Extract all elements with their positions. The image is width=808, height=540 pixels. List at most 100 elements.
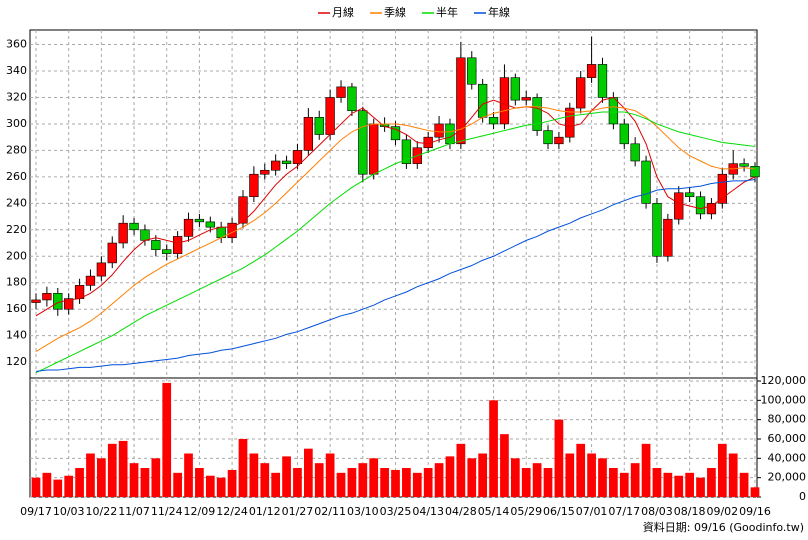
volume-bar — [380, 468, 389, 497]
candle-body — [107, 242, 117, 264]
candle-body — [532, 97, 542, 131]
x-tick-label: 08/03 — [641, 505, 673, 518]
volume-bar — [630, 463, 640, 497]
volume-bar — [162, 382, 172, 497]
x-tick-label: 06/15 — [543, 505, 575, 518]
y2-tick-label: 120,000 — [761, 374, 807, 387]
candle-body — [717, 173, 727, 204]
candle-body — [314, 117, 324, 135]
y2-tick-label: 80,000 — [768, 413, 807, 426]
candle-body — [390, 126, 401, 141]
candle-body — [684, 192, 695, 198]
x-tick-label: 10/22 — [86, 505, 118, 518]
ma-line — [35, 111, 756, 374]
candle-body — [434, 123, 444, 138]
candle-body — [695, 196, 706, 215]
candle-body — [325, 97, 335, 135]
x-tick-label: 08/18 — [674, 505, 706, 518]
volume-bar — [107, 443, 117, 497]
volume-bar — [543, 468, 553, 497]
volume-bar — [282, 456, 291, 497]
volume-bar — [369, 458, 379, 497]
volume-bar — [521, 468, 531, 497]
volume-bar — [325, 453, 335, 497]
x-tick-label: 05/29 — [510, 505, 542, 518]
volume-bar — [249, 453, 259, 497]
y-tick-label: 280 — [6, 143, 27, 156]
volume-bar — [347, 468, 357, 497]
candle-body — [477, 83, 488, 118]
volume-bar — [489, 400, 498, 497]
candle-body — [140, 229, 150, 241]
candle-body — [652, 203, 662, 257]
volume-bar — [53, 479, 63, 497]
candle-body — [674, 192, 684, 220]
ma-line — [35, 96, 756, 317]
candle-body — [467, 57, 477, 85]
x-tick-label: 11/24 — [151, 505, 183, 518]
volume-bar — [314, 463, 324, 497]
x-tick-label: 09/17 — [20, 505, 52, 518]
candle-body — [619, 123, 629, 145]
candle-body — [303, 117, 314, 151]
legend-label: 年線 — [488, 5, 510, 19]
candle-body — [183, 218, 194, 237]
volume-bar — [42, 472, 52, 497]
y-tick-label: 220 — [6, 223, 27, 236]
x-tick-label: 09/16 — [739, 505, 771, 518]
candle-body — [608, 97, 619, 125]
y2-tick-label: 40,000 — [768, 451, 807, 464]
candle-body — [53, 293, 63, 310]
volume-bar — [118, 440, 128, 497]
ma-line — [35, 179, 756, 372]
legend-label: 半年 — [436, 5, 458, 19]
y2-tick-label: 0 — [799, 490, 806, 503]
x-tick-label: 04/28 — [445, 505, 477, 518]
candle-body — [641, 160, 651, 204]
volume-bar — [510, 458, 520, 497]
volume-bar — [129, 463, 139, 497]
volume-bar — [598, 458, 607, 497]
volume-bar — [717, 443, 727, 497]
volume-bar — [467, 458, 477, 497]
candle-body — [554, 136, 564, 145]
volume-bar — [619, 472, 629, 497]
x-tick-label: 09/02 — [706, 505, 738, 518]
candle-body — [162, 249, 172, 254]
volume-bar — [609, 468, 618, 497]
candle-body — [96, 262, 107, 277]
candle-body — [85, 275, 96, 286]
y-tick-label: 320 — [6, 90, 27, 103]
y-tick-label: 160 — [6, 302, 27, 315]
candle-body — [238, 196, 248, 224]
candle-body — [194, 218, 205, 223]
candle-body — [401, 139, 412, 164]
volume-bar — [696, 477, 705, 497]
x-tick-label: 12/24 — [216, 505, 248, 518]
candle-body — [281, 160, 292, 164]
candle-body — [292, 150, 303, 164]
candle-body — [129, 222, 139, 231]
candle-body — [739, 163, 749, 167]
x-tick-label: 05/14 — [478, 505, 510, 518]
y-tick-label: 140 — [6, 329, 27, 342]
x-tick-label: 03/10 — [347, 505, 379, 518]
volume-bar — [195, 468, 204, 497]
candle-body — [499, 77, 510, 125]
candle-body — [336, 86, 346, 98]
volume-bar — [554, 419, 564, 497]
volume-bar — [260, 463, 270, 497]
y2-tick-label: 60,000 — [768, 432, 807, 445]
candle-body — [347, 86, 357, 112]
y-tick-label: 360 — [6, 38, 27, 51]
volume-bar — [728, 453, 738, 497]
candle-body — [249, 173, 259, 198]
candle-body — [543, 130, 553, 145]
x-tick-label: 12/09 — [184, 505, 216, 518]
volume-bar — [336, 472, 346, 497]
candle-body — [521, 97, 531, 101]
y-tick-label: 300 — [6, 117, 27, 130]
volume-bar — [663, 472, 673, 497]
volume-bar — [205, 475, 215, 497]
